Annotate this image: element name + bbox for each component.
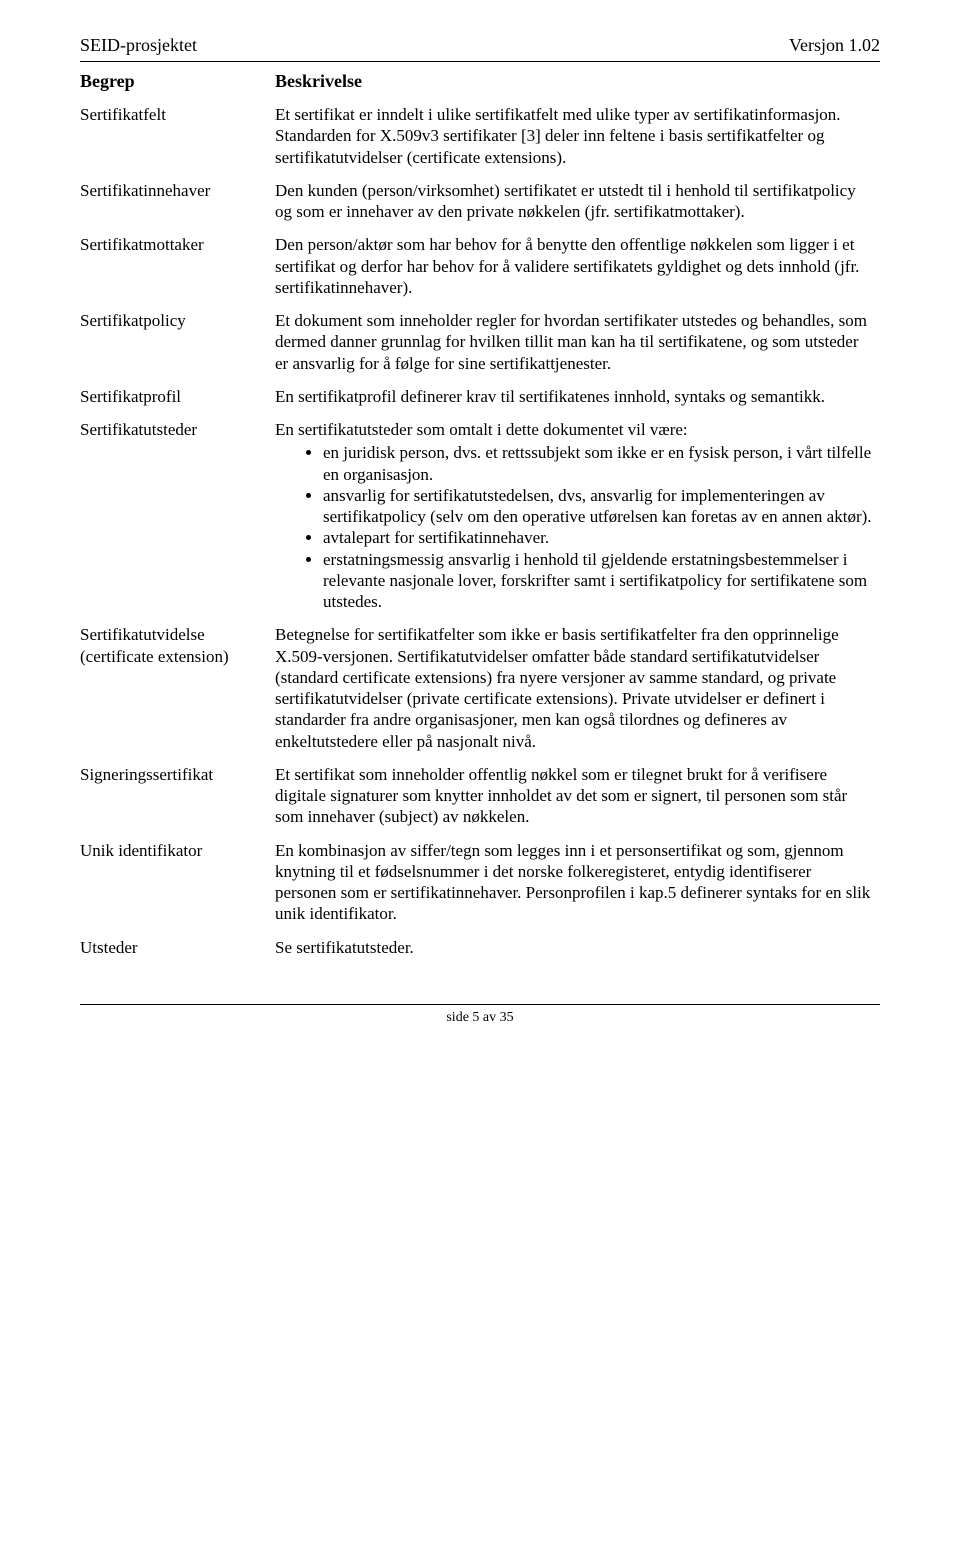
table-row: SertifikatpolicyEt dokument som innehold…	[80, 304, 880, 380]
term-cell: Unik identifikator	[80, 834, 275, 931]
desc-cell: En sertifikatutsteder som omtalt i dette…	[275, 413, 880, 618]
term-cell: Sertifikatmottaker	[80, 228, 275, 304]
desc-cell: En sertifikatprofil definerer krav til s…	[275, 380, 880, 413]
table-row: SertifikatfeltEt sertifikat er inndelt i…	[80, 98, 880, 174]
term-cell: Sertifikatprofil	[80, 380, 275, 413]
footer-rule	[80, 1004, 880, 1005]
header-rule	[80, 61, 880, 62]
desc-cell: Et dokument som inneholder regler for hv…	[275, 304, 880, 380]
page-header: SEID-prosjektet Versjon 1.02	[80, 34, 880, 57]
term-cell: Sertifikatutvidelse (certificate extensi…	[80, 618, 275, 758]
term-cell: Sertifikatinnehaver	[80, 174, 275, 229]
desc-cell: Den kunden (person/virksomhet) sertifika…	[275, 174, 880, 229]
term-cell: Sertifikatpolicy	[80, 304, 275, 380]
table-header-row: Begrep Beskrivelse	[80, 64, 880, 99]
desc-cell: Betegnelse for sertifikatfelter som ikke…	[275, 618, 880, 758]
desc-cell: Et sertifikat er inndelt i ulike sertifi…	[275, 98, 880, 174]
table-row: Sertifikatutvidelse (certificate extensi…	[80, 618, 880, 758]
desc-cell: Den person/aktør som har behov for å ben…	[275, 228, 880, 304]
table-row: SertifikatutstederEn sertifikatutsteder …	[80, 413, 880, 618]
term-cell: Sertifikatutsteder	[80, 413, 275, 618]
desc-cell: En kombinasjon av siffer/tegn som legges…	[275, 834, 880, 931]
table-row: SigneringssertifikatEt sertifikat som in…	[80, 758, 880, 834]
page-footer: side 5 av 35	[80, 1009, 880, 1027]
table-row: UtstederSe sertifikatutsteder.	[80, 931, 880, 964]
col-header-desc: Beskrivelse	[275, 64, 880, 99]
table-row: SertifikatinnehaverDen kunden (person/vi…	[80, 174, 880, 229]
header-right: Versjon 1.02	[789, 34, 880, 57]
table-row: SertifikatmottakerDen person/aktør som h…	[80, 228, 880, 304]
term-cell: Sertifikatfelt	[80, 98, 275, 174]
term-cell: Signeringssertifikat	[80, 758, 275, 834]
table-row: Unik identifikatorEn kombinasjon av siff…	[80, 834, 880, 931]
header-left: SEID-prosjektet	[80, 34, 197, 57]
col-header-term: Begrep	[80, 64, 275, 99]
table-row: SertifikatprofilEn sertifikatprofil defi…	[80, 380, 880, 413]
desc-cell: Se sertifikatutsteder.	[275, 931, 880, 964]
term-cell: Utsteder	[80, 931, 275, 964]
desc-cell: Et sertifikat som inneholder offentlig n…	[275, 758, 880, 834]
definitions-table: Begrep Beskrivelse SertifikatfeltEt sert…	[80, 64, 880, 964]
